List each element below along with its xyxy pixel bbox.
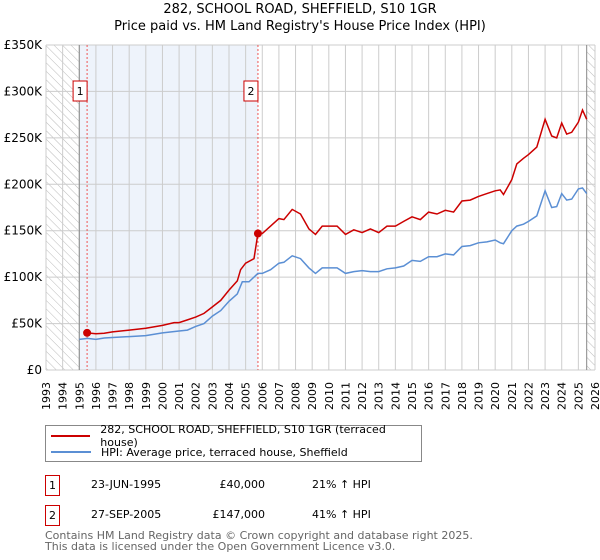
- x-tick-label: 2016: [423, 382, 436, 410]
- sale-label-box: [72, 80, 88, 102]
- x-tick-label: 2014: [389, 382, 402, 410]
- transaction-number: 1: [45, 475, 60, 496]
- footer-line: This data is licensed under the Open Gov…: [45, 540, 396, 553]
- x-tick-label: 2001: [173, 382, 186, 410]
- x-tick-label: 2002: [190, 382, 203, 410]
- sale-label-box: [243, 80, 259, 102]
- footer: Contains HM Land Registry data © Crown c…: [45, 530, 473, 552]
- legend-swatch-red: [51, 435, 91, 437]
- chart-svg: 1 2 1993 1994 1995 1996 1997 1998 1999 2000 2001 20…: [4, 38, 600, 410]
- x-tick-label: 2021: [506, 382, 519, 410]
- x-tick-label: 2019: [473, 382, 486, 410]
- x-tick-label: 2003: [206, 382, 219, 410]
- x-tick-label: 2024: [556, 382, 569, 410]
- y-tick-label: £350K: [4, 38, 44, 52]
- y-tick-label: £250K: [4, 131, 44, 145]
- x-tick-label: 2000: [156, 382, 169, 410]
- x-tick-label: 2008: [290, 382, 303, 410]
- x-tick-label: 2025: [572, 382, 585, 410]
- x-tick-label: 1998: [123, 382, 136, 410]
- hpi-line: [79, 187, 588, 341]
- x-tick-label: 2004: [223, 382, 236, 410]
- transaction-number: 2: [45, 505, 60, 526]
- x-tick-label: 2017: [439, 382, 452, 410]
- x-tick-label: 2005: [240, 382, 253, 410]
- y-tick-label: £200K: [4, 177, 44, 191]
- transaction-price: £147,000: [212, 508, 266, 521]
- sale-label: 1: [77, 85, 84, 98]
- sale-label: 2: [247, 85, 254, 98]
- price-paid-line: [87, 107, 588, 335]
- legend-label: HPI: Average price, terraced house, Shef…: [101, 445, 348, 459]
- hatched-region: [586, 45, 595, 370]
- x-tick-label: 2007: [273, 382, 286, 410]
- x-tick-label: 2020: [489, 382, 502, 410]
- transaction-hpi: 21% ↑ HPI: [312, 478, 371, 491]
- footer-line: Contains HM Land Registry data © Crown c…: [45, 529, 473, 542]
- x-tick-label: 1996: [90, 382, 103, 410]
- legend: 282, SCHOOL ROAD, SHEFFIELD, S10 1GR (te…: [45, 423, 422, 462]
- y-tick-label: £150K: [4, 224, 44, 238]
- x-tick-label: 2015: [406, 382, 419, 410]
- x-tick-label: 1997: [107, 382, 120, 410]
- legend-swatch-blue: [51, 451, 91, 453]
- y-tick-label: £50K: [11, 317, 43, 331]
- legend-item-property: 282, SCHOOL ROAD, SHEFFIELD, S10 1GR (te…: [51, 423, 421, 449]
- transaction-date: 27-SEP-2005: [91, 508, 162, 521]
- x-tick-label: 2026: [589, 382, 600, 410]
- x-tick-label: 2011: [339, 382, 352, 410]
- x-tick-label: 2013: [373, 382, 386, 410]
- x-tick-label: 2010: [323, 382, 336, 410]
- x-tick-label: 2022: [522, 382, 535, 410]
- sale-marker: [253, 229, 262, 238]
- y-tick-label: £300K: [4, 84, 44, 98]
- x-tick-label: 2009: [306, 382, 319, 410]
- y-tick-label: £0: [27, 363, 42, 377]
- transaction-hpi: 41% ↑ HPI: [312, 508, 371, 521]
- x-tick-label: 2012: [356, 382, 369, 410]
- shaded-period: [79, 45, 258, 370]
- sale-marker: [83, 328, 92, 337]
- transaction-price: £40,000: [219, 478, 266, 491]
- x-tick-label: 2006: [256, 382, 269, 410]
- x-tick-label: 1994: [57, 382, 70, 410]
- legend-label: 282, SCHOOL ROAD, SHEFFIELD, S10 1GR (te…: [100, 423, 386, 449]
- x-tick-label: 2023: [539, 382, 552, 410]
- legend-item-hpi: HPI: Average price, terraced house, Shef…: [51, 444, 348, 460]
- chart-subtitle: Price paid vs. HM Land Registry's House …: [114, 19, 486, 34]
- x-tick-label: 2018: [456, 382, 469, 410]
- transaction-date: 23-JUN-1995: [91, 478, 162, 491]
- x-tick-label: 1995: [73, 382, 86, 410]
- chart-title: 282, SCHOOL ROAD, SHEFFIELD, S10 1GR: [163, 2, 437, 17]
- y-tick-label: £100K: [4, 270, 44, 284]
- x-tick-label: 1993: [40, 382, 53, 410]
- x-tick-label: 1999: [140, 382, 153, 410]
